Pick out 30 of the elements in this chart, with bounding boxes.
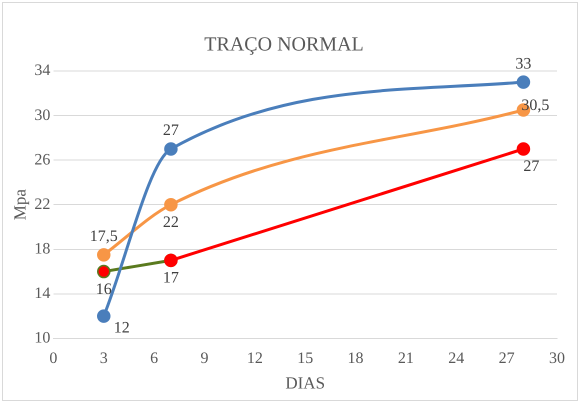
y-tick-label: 10 [34, 330, 50, 347]
x-tick-label: 9 [200, 350, 208, 368]
y-tick-label: 26 [34, 151, 50, 168]
y-tick-label: 18 [34, 240, 50, 258]
y-tick-label: 30 [34, 106, 50, 124]
x-axis-title: DIAS [285, 373, 326, 392]
y-tick-label: 34 [34, 62, 50, 80]
x-tick-label: 12 [246, 350, 263, 368]
data-label: 17 [162, 270, 179, 287]
data-label: 12 [114, 319, 130, 336]
y-tick-label: 14 [34, 285, 50, 302]
data-label: 16 [96, 280, 112, 298]
data-label: 27 [162, 122, 179, 140]
data-label: 30,5 [521, 97, 550, 114]
y-tick-label: 22 [34, 196, 50, 213]
chart-title: TRAÇO NORMAL [204, 33, 364, 56]
data-label: 17,5 [90, 228, 118, 246]
x-tick-label: 30 [549, 350, 565, 368]
x-tick-label: 6 [150, 350, 158, 368]
data-label: 27 [523, 158, 540, 176]
x-tick-label: 3 [100, 350, 108, 368]
data-label: 22 [162, 214, 179, 231]
x-tick-label: 18 [348, 350, 364, 368]
data-label: 33 [515, 55, 532, 72]
y-axis-title: Mpa [10, 188, 30, 220]
x-tick-label: 0 [49, 350, 58, 368]
x-tick-label: 15 [297, 350, 314, 368]
x-tick-label: 27 [498, 350, 515, 368]
x-tick-label: 24 [448, 350, 464, 368]
x-tick-label: 21 [398, 350, 414, 368]
